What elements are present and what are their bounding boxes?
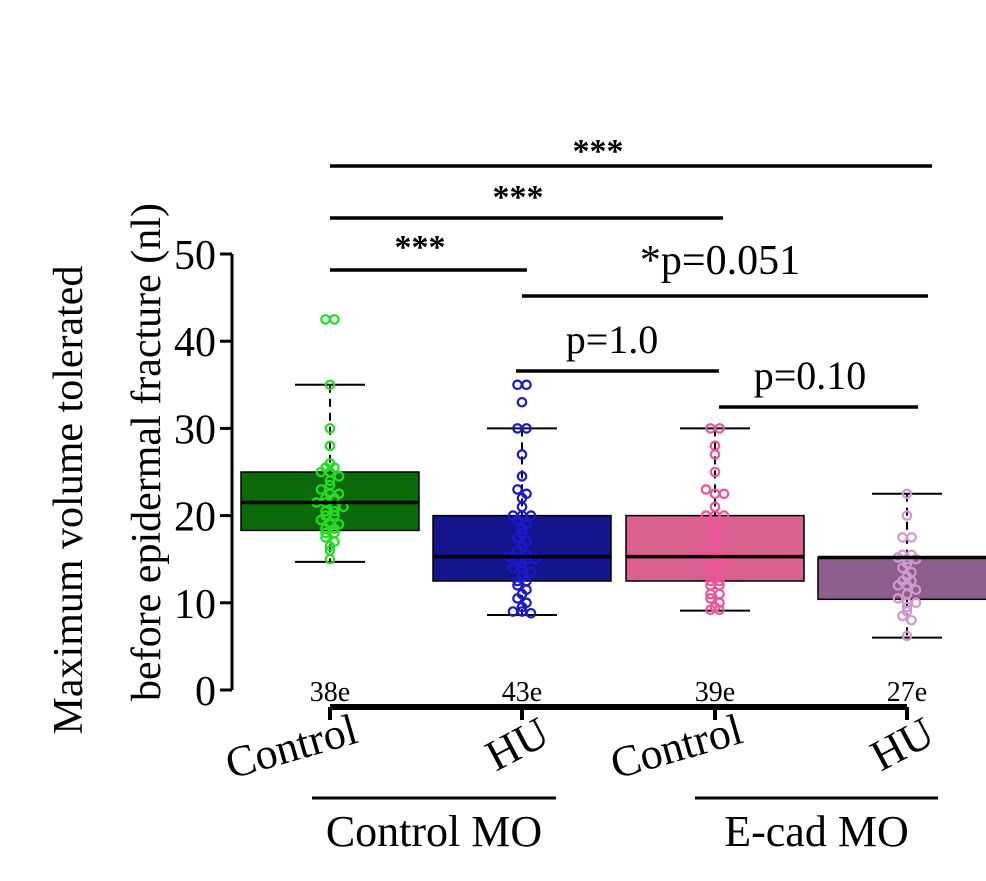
data-point xyxy=(512,593,523,604)
data-point xyxy=(714,588,725,600)
data-point xyxy=(714,423,725,434)
data-point xyxy=(910,597,922,609)
data-point xyxy=(516,396,528,408)
data-point xyxy=(714,604,725,616)
y-tick-label: 40 xyxy=(174,320,216,366)
significance-label: p=1.0 xyxy=(566,317,659,362)
y-tick-label: 50 xyxy=(174,233,216,279)
data-point xyxy=(901,601,913,613)
data-point xyxy=(521,423,532,434)
plot-area xyxy=(240,314,986,642)
data-point xyxy=(516,449,528,460)
data-point xyxy=(329,510,340,521)
y-tick-label: 0 xyxy=(195,669,216,715)
data-point xyxy=(910,584,922,596)
data-point xyxy=(709,523,721,534)
data-point xyxy=(525,607,537,619)
data-point xyxy=(324,475,336,487)
category-label: Control xyxy=(605,705,748,789)
sample-size-label: 39e xyxy=(695,677,735,708)
y-axis-title-line1: Maximum volume tolerated xyxy=(46,266,92,735)
data-point xyxy=(901,488,913,500)
data-point xyxy=(700,484,712,495)
data-point xyxy=(525,566,537,578)
data-point xyxy=(315,484,327,495)
data-point xyxy=(525,510,537,521)
data-point xyxy=(718,510,730,521)
significance-label: *** xyxy=(573,133,624,170)
significance-brackets: *** *** *** *p=0.051 p=1.0 p=0.10 xyxy=(330,133,932,409)
data-point xyxy=(512,580,523,591)
significance-label: *p=0.051 xyxy=(640,238,800,284)
category-label: HU xyxy=(478,708,557,781)
data-point xyxy=(315,514,327,526)
data-point xyxy=(512,379,523,391)
data-point xyxy=(897,610,908,622)
category-label: HU xyxy=(863,708,942,781)
data-point xyxy=(901,630,913,642)
box-group-4 xyxy=(817,488,986,642)
data-point xyxy=(714,575,725,587)
group-label: E-cad MO xyxy=(724,807,909,856)
data-point xyxy=(901,510,913,521)
y-axis-title: Maximum volume tolerated before epiderma… xyxy=(46,203,170,734)
data-point xyxy=(320,532,331,543)
data-point xyxy=(512,532,523,543)
data-point xyxy=(329,505,340,517)
group-label: Control MO xyxy=(326,807,542,856)
data-point xyxy=(324,540,336,552)
y-axis-title-line2: before epidermal fracture (nl) xyxy=(124,203,170,701)
sample-size-label: 43e xyxy=(502,677,542,708)
y-axis: 0 10 20 30 40 50 xyxy=(174,233,234,715)
y-tick-label: 30 xyxy=(174,407,216,453)
data-point xyxy=(324,423,336,434)
data-point xyxy=(521,379,532,391)
y-tick-label: 20 xyxy=(174,495,216,541)
data-point xyxy=(897,532,908,543)
data-point xyxy=(516,558,528,569)
data-point xyxy=(705,593,716,604)
data-point xyxy=(705,532,716,543)
data-point xyxy=(516,523,528,534)
sample-size-label: 38e xyxy=(310,677,350,708)
data-point xyxy=(333,471,345,482)
data-point xyxy=(512,484,523,495)
data-point xyxy=(324,553,336,565)
data-point xyxy=(329,523,340,534)
data-point xyxy=(892,593,904,604)
data-point xyxy=(329,314,340,325)
data-point xyxy=(320,314,331,325)
data-point xyxy=(709,466,721,478)
box-group-3 xyxy=(625,423,805,616)
significance-label: p=0.10 xyxy=(754,353,867,398)
data-point xyxy=(718,488,730,500)
box-group-1 xyxy=(240,314,420,565)
data-point xyxy=(516,601,528,613)
data-point xyxy=(516,471,528,482)
y-tick-label: 10 xyxy=(174,582,216,628)
significance-label: *** xyxy=(395,229,446,266)
data-point xyxy=(709,449,721,460)
data-point xyxy=(512,514,523,526)
data-point xyxy=(906,614,917,626)
data-point xyxy=(324,440,336,452)
category-label: Control xyxy=(220,705,363,789)
sample-size-label: 27e xyxy=(887,677,927,708)
data-point xyxy=(906,532,917,543)
data-point xyxy=(324,379,336,391)
data-point xyxy=(897,562,908,574)
data-point xyxy=(705,562,716,574)
box-group-2 xyxy=(432,379,612,619)
significance-label: *** xyxy=(493,179,544,216)
